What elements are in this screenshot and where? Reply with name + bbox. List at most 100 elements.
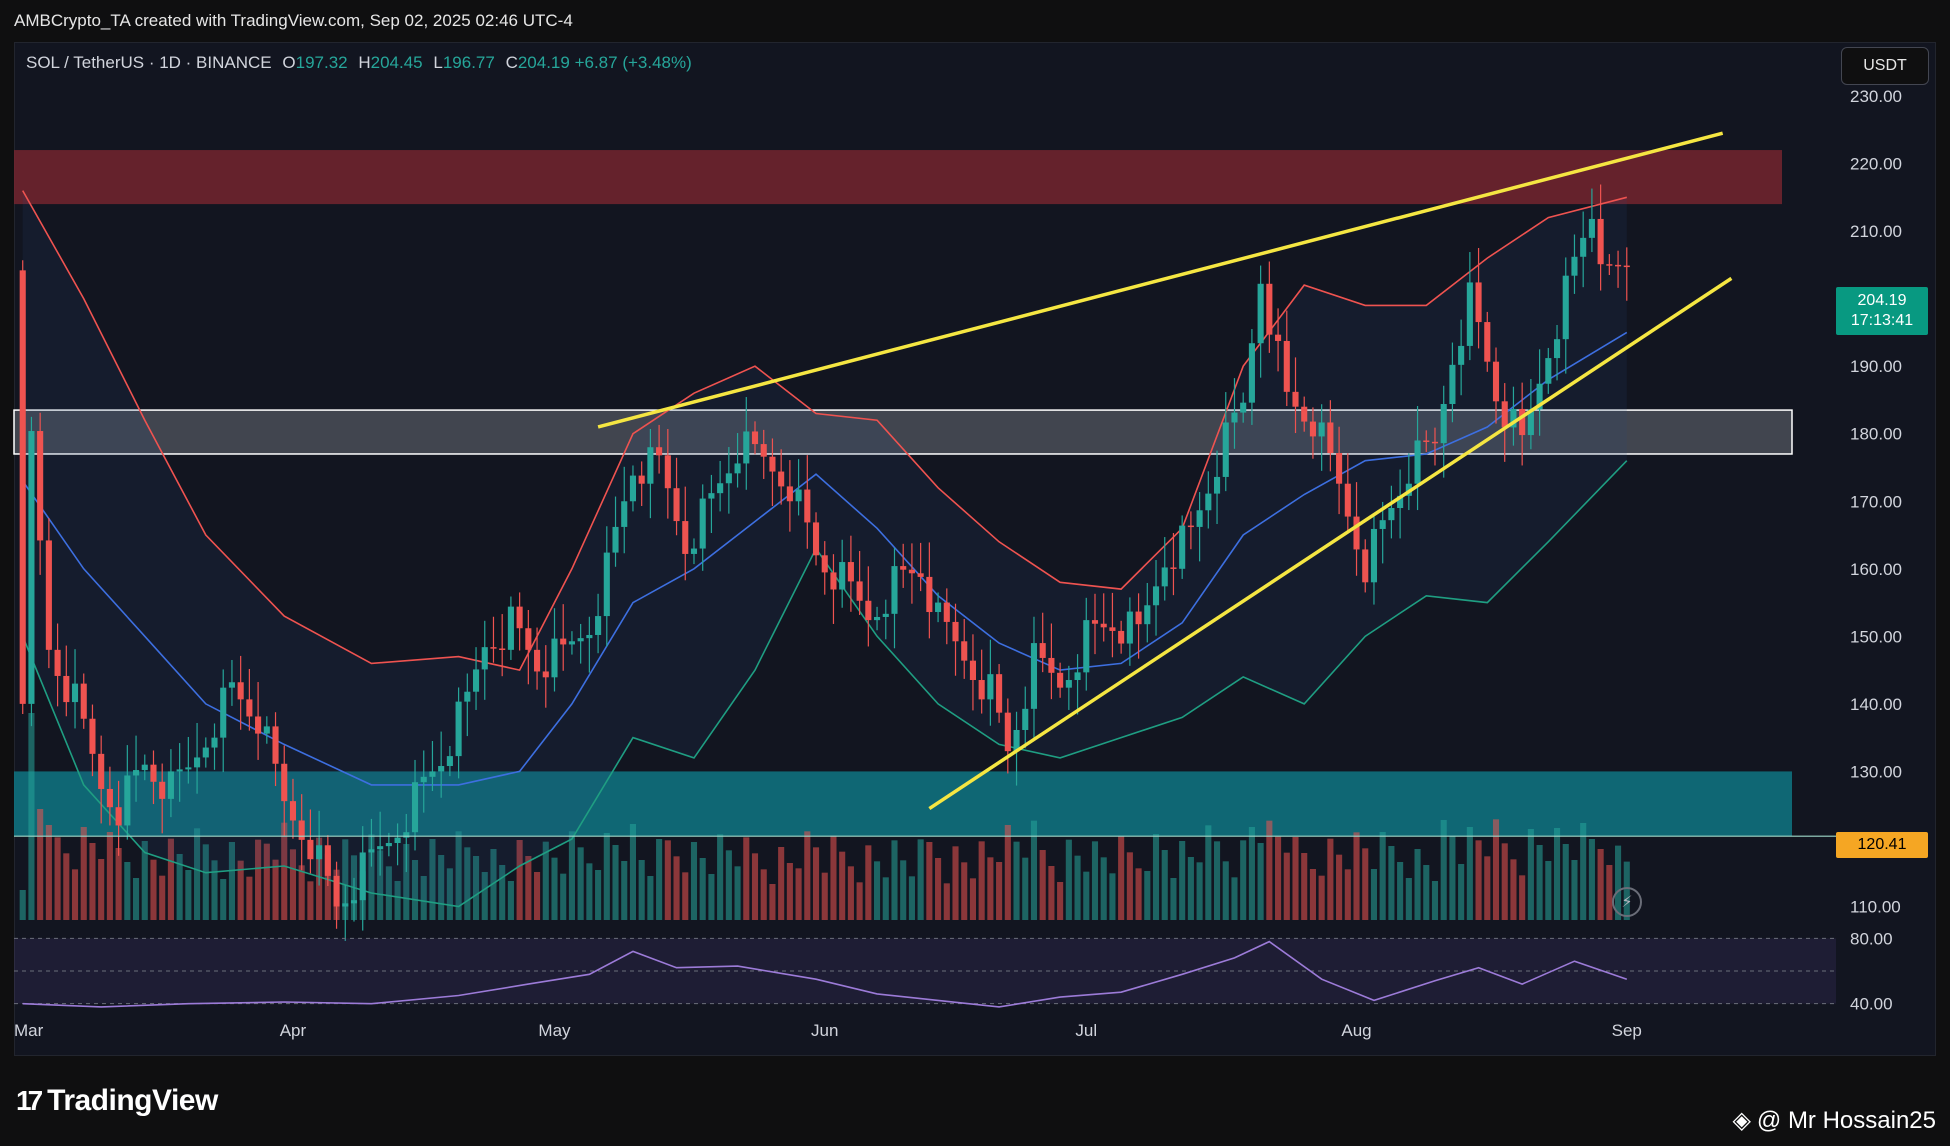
volume-bar bbox=[621, 861, 628, 920]
candle-body bbox=[969, 660, 976, 681]
rsi-line bbox=[22, 940, 1628, 1008]
volume-bar bbox=[717, 834, 724, 920]
volume-bar bbox=[1013, 841, 1020, 920]
price-axis-label: 140.00 bbox=[1850, 695, 1902, 714]
volume-bar bbox=[1170, 878, 1177, 920]
candle-body bbox=[263, 726, 270, 734]
volume-bar bbox=[438, 855, 445, 920]
volume-bar bbox=[1405, 878, 1412, 920]
volume-bar bbox=[1240, 840, 1247, 920]
time-axis-label: Jul bbox=[1075, 1021, 1097, 1040]
candle-body bbox=[1074, 672, 1081, 681]
volume-bar bbox=[708, 874, 715, 920]
binance-icon: ◈ bbox=[1732, 1107, 1751, 1134]
volume-bar bbox=[429, 839, 436, 920]
volume-bar bbox=[1370, 869, 1378, 920]
volume-bar bbox=[1213, 841, 1221, 920]
volume-bar bbox=[298, 865, 305, 920]
volume-bar bbox=[1519, 875, 1526, 920]
price-axis-label: 230.00 bbox=[1850, 87, 1902, 106]
volume-bar bbox=[682, 872, 689, 920]
candle-body bbox=[891, 566, 898, 614]
candle-body bbox=[1606, 264, 1613, 266]
bar-countdown: 17:13:41 bbox=[1850, 312, 1914, 329]
volume-bar bbox=[1327, 838, 1334, 920]
currency-button[interactable]: USDT bbox=[1841, 47, 1929, 85]
volume-bar bbox=[446, 868, 453, 920]
candle-body bbox=[342, 903, 349, 907]
volume-bar bbox=[1553, 828, 1561, 920]
candle-body bbox=[577, 638, 584, 642]
volume-bar bbox=[699, 858, 706, 920]
candle-body bbox=[638, 475, 645, 484]
candle-body bbox=[673, 488, 680, 522]
volume-bar bbox=[1301, 853, 1308, 920]
volume-bar bbox=[98, 859, 105, 920]
volume-bar bbox=[1571, 860, 1578, 920]
volume-bar bbox=[194, 828, 201, 920]
volume-bar bbox=[882, 877, 889, 920]
tradingview-brand-text: TradingView bbox=[47, 1084, 218, 1117]
candle-body bbox=[769, 456, 776, 472]
candle-body bbox=[499, 648, 506, 650]
candle-body bbox=[1362, 549, 1369, 583]
volume-bar bbox=[1030, 820, 1038, 920]
candle-body bbox=[403, 832, 410, 838]
volume-bar bbox=[1388, 846, 1395, 920]
volume-bar bbox=[124, 862, 131, 920]
candle-body bbox=[1240, 402, 1247, 413]
candle-body bbox=[1423, 440, 1430, 442]
volume-bar bbox=[1118, 836, 1125, 920]
candle-body bbox=[647, 447, 654, 484]
candle-body bbox=[708, 493, 715, 499]
candle-body bbox=[699, 498, 706, 549]
candle-body bbox=[255, 716, 262, 734]
candle-body bbox=[725, 473, 732, 484]
time-axis-label: Jun bbox=[811, 1021, 838, 1040]
candle-body bbox=[377, 846, 384, 850]
high-label: H bbox=[358, 53, 371, 72]
candle-body bbox=[1397, 495, 1404, 509]
price-axis-label: 160.00 bbox=[1850, 560, 1902, 579]
volume-bar bbox=[132, 878, 140, 920]
volume-bar bbox=[1179, 841, 1186, 920]
volume-bar bbox=[1144, 871, 1151, 920]
volume-bar bbox=[1466, 827, 1473, 920]
volume-bar bbox=[1580, 823, 1587, 920]
bottom-bar bbox=[0, 1060, 1950, 1146]
volume-bar bbox=[1606, 865, 1613, 920]
candle-body bbox=[411, 782, 419, 833]
candle-body bbox=[1588, 218, 1595, 238]
candle-body bbox=[1623, 265, 1630, 268]
candle-body bbox=[1466, 282, 1473, 346]
candle-body bbox=[1004, 712, 1011, 752]
candle-body bbox=[743, 431, 750, 464]
volume-bar bbox=[595, 870, 602, 920]
rsi-band bbox=[14, 938, 1836, 1004]
volume-bar bbox=[377, 850, 384, 920]
candle-body bbox=[1501, 401, 1508, 428]
volume-bar bbox=[272, 859, 279, 920]
candle-body bbox=[603, 552, 610, 617]
volume-bar bbox=[830, 835, 837, 920]
candle-body bbox=[481, 647, 488, 670]
volume-bar bbox=[839, 851, 846, 920]
volume-bar bbox=[1135, 868, 1142, 920]
volume-bar bbox=[1449, 836, 1456, 920]
volume-bar bbox=[176, 854, 183, 920]
candle-body bbox=[1571, 256, 1578, 276]
tradingview-logo[interactable]: 17 TradingView bbox=[16, 1084, 218, 1118]
volume-bar bbox=[1440, 820, 1447, 920]
price-axis-label: 130.00 bbox=[1850, 762, 1902, 781]
candle-body bbox=[202, 747, 209, 758]
volume-bar bbox=[289, 849, 297, 920]
trendline-lower bbox=[928, 276, 1733, 811]
candle-body bbox=[560, 638, 567, 645]
chart-credit: AMBCrypto_TA created with TradingView.co… bbox=[14, 11, 573, 30]
volume-bar bbox=[1492, 819, 1500, 920]
candle-body bbox=[1318, 422, 1325, 437]
volume-bar bbox=[1187, 857, 1194, 920]
lightning-icon[interactable]: ⚡ bbox=[1612, 887, 1642, 917]
candle-body bbox=[1536, 383, 1543, 410]
